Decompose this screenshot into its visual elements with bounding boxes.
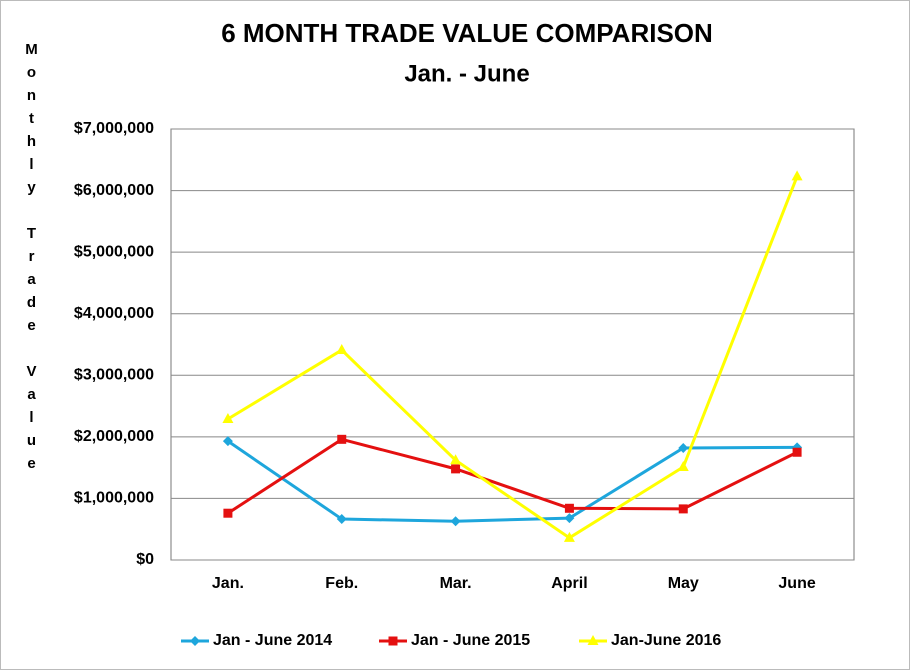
point-marker xyxy=(336,514,347,525)
x-tick-label: May xyxy=(668,575,699,592)
point-marker xyxy=(450,454,462,465)
legend-label: Jan - June 2015 xyxy=(411,632,530,649)
x-tick-label: April xyxy=(551,575,587,592)
point-marker xyxy=(792,447,802,457)
y-tick-label: $2,000,000 xyxy=(74,428,154,445)
point-marker xyxy=(678,442,689,453)
point-marker xyxy=(222,436,233,447)
y-tick-label: $3,000,000 xyxy=(74,367,154,384)
point-marker xyxy=(336,344,348,355)
y-tick-label: $1,000,000 xyxy=(74,490,154,507)
point-marker xyxy=(563,531,575,542)
point-marker xyxy=(564,503,574,513)
point-marker xyxy=(190,636,200,646)
point-marker xyxy=(451,464,461,474)
x-tick-label: Mar. xyxy=(440,575,472,592)
point-marker xyxy=(223,508,233,518)
x-tick-label: Feb. xyxy=(325,575,358,592)
legend-label: Jan-June 2016 xyxy=(611,632,721,649)
y-tick-label: $4,000,000 xyxy=(74,305,154,322)
point-marker xyxy=(450,516,461,527)
y-tick-label: $0 xyxy=(136,551,154,568)
series-line xyxy=(227,175,799,540)
point-marker xyxy=(587,635,599,645)
x-tick-label: Jan. xyxy=(212,575,244,592)
point-marker xyxy=(222,413,234,424)
point-marker xyxy=(677,461,689,472)
series-line xyxy=(227,437,798,515)
point-marker xyxy=(564,513,575,524)
point-marker xyxy=(678,504,688,514)
y-axis-label: Monthly Trade Value xyxy=(23,41,40,478)
legend-label: Jan - June 2014 xyxy=(213,632,332,649)
chart-title: 6 MONTH TRADE VALUE COMPARISON xyxy=(221,18,713,48)
point-marker xyxy=(791,170,803,181)
plot-area xyxy=(170,128,855,561)
y-tick-label: $5,000,000 xyxy=(74,243,154,260)
x-tick-label: June xyxy=(778,575,815,592)
point-marker xyxy=(337,434,347,444)
chart-subtitle: Jan. - June xyxy=(404,60,529,87)
y-tick-label: $7,000,000 xyxy=(74,120,154,137)
y-tick-label: $6,000,000 xyxy=(74,182,154,199)
series-line xyxy=(227,439,798,523)
point-marker xyxy=(388,636,398,646)
